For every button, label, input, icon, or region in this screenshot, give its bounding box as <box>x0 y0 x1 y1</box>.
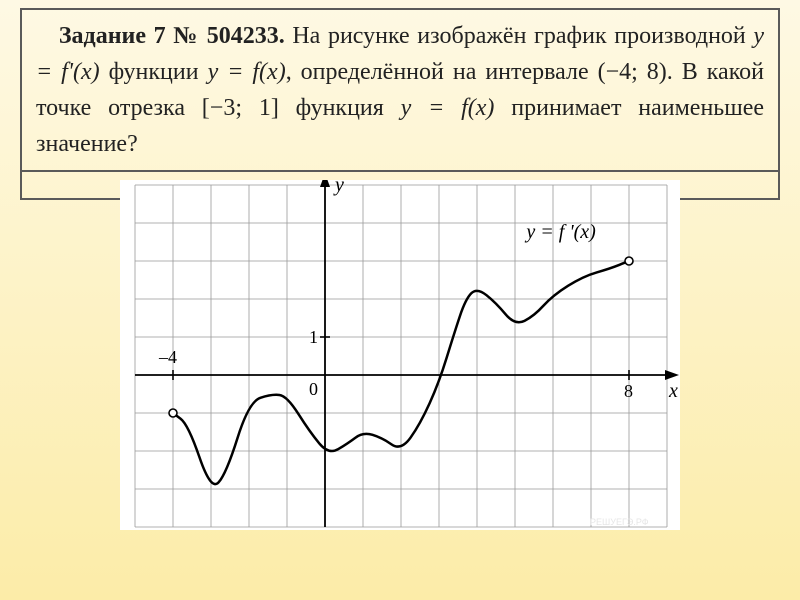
task-paragraph: Задание 7 № 504233. На рисунке изображён… <box>36 18 764 162</box>
svg-text:x: x <box>668 380 678 402</box>
chart-container: y x –4 0 1 8 y = f '(x) РЕШУЕГЭ.РФ <box>120 180 680 530</box>
svg-text:–4: –4 <box>158 347 177 367</box>
task-id: 504233 <box>207 23 279 49</box>
problem-table: Задание 7 № 504233. На рисунке изображён… <box>20 8 780 200</box>
svg-text:y: y <box>333 180 344 196</box>
task-expr-2: y = f(x) <box>208 59 286 85</box>
chart-labels: y x –4 0 1 8 y = f '(x) РЕШУЕГЭ.РФ <box>158 180 678 527</box>
task-number-sign: № <box>173 23 199 49</box>
svg-text:РЕШУЕГЭ.РФ: РЕШУЕГЭ.РФ <box>590 517 649 527</box>
task-text-2: функции <box>100 59 208 85</box>
task-number: 7 <box>154 23 166 49</box>
svg-text:1: 1 <box>309 327 318 347</box>
axes <box>135 180 679 527</box>
task-text-1: На рисунке изображён график производной <box>292 23 753 49</box>
task-expr-3: y = f(x) <box>401 95 495 121</box>
svg-text:0: 0 <box>309 379 318 399</box>
derivative-chart: y x –4 0 1 8 y = f '(x) РЕШУЕГЭ.РФ <box>120 180 680 530</box>
svg-text:y = f '(x): y = f '(x) <box>524 221 596 243</box>
task-label-prefix: Задание <box>59 23 146 49</box>
svg-text:8: 8 <box>624 381 633 401</box>
